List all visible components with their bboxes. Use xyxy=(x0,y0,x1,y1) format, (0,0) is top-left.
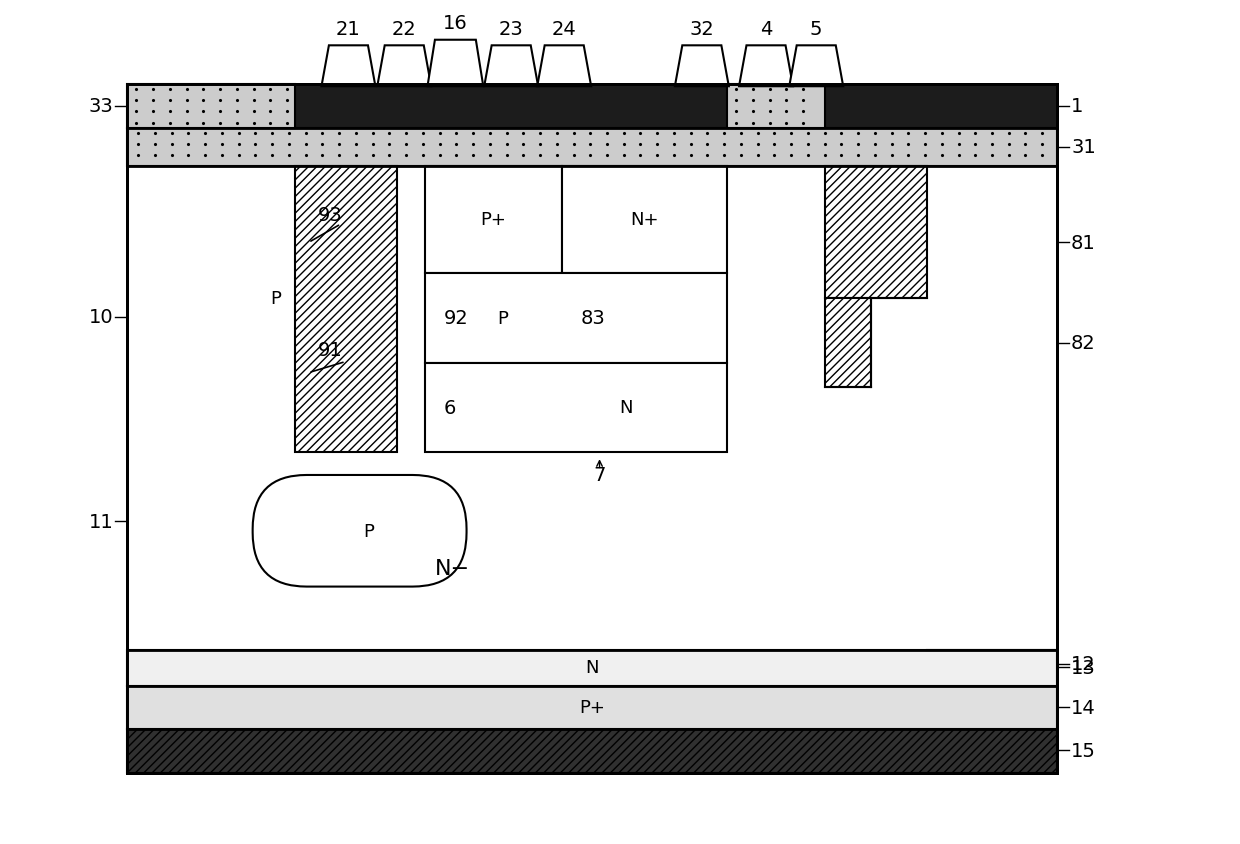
Text: N: N xyxy=(585,658,599,677)
Text: 93: 93 xyxy=(317,206,342,225)
Text: 82: 82 xyxy=(1071,334,1096,353)
Bar xyxy=(128,85,1056,129)
Text: 91: 91 xyxy=(317,340,342,360)
Bar xyxy=(563,167,727,273)
Text: 12: 12 xyxy=(1071,654,1096,674)
Bar xyxy=(825,299,870,387)
Text: 31: 31 xyxy=(1071,138,1096,157)
Bar xyxy=(128,729,1056,772)
Text: P: P xyxy=(270,290,281,308)
Bar xyxy=(424,167,563,273)
Text: 6: 6 xyxy=(444,398,455,417)
Bar xyxy=(128,686,1056,729)
Text: 10: 10 xyxy=(88,308,113,327)
Bar xyxy=(128,85,295,129)
Text: 5: 5 xyxy=(810,20,822,39)
Text: 92: 92 xyxy=(444,309,467,328)
Polygon shape xyxy=(739,46,794,87)
Text: P+: P+ xyxy=(481,211,506,229)
Bar xyxy=(128,85,1056,772)
Text: P: P xyxy=(497,310,508,327)
Polygon shape xyxy=(675,46,729,87)
Text: 11: 11 xyxy=(88,512,113,532)
Bar xyxy=(424,273,727,364)
Text: 4: 4 xyxy=(760,20,773,39)
Text: 1: 1 xyxy=(1071,97,1084,116)
Polygon shape xyxy=(377,46,432,87)
Polygon shape xyxy=(537,46,591,87)
Text: 13: 13 xyxy=(1071,658,1096,677)
Text: 33: 33 xyxy=(88,97,113,116)
Polygon shape xyxy=(428,41,484,87)
Text: 16: 16 xyxy=(443,14,467,33)
Text: 15: 15 xyxy=(1071,741,1096,760)
Polygon shape xyxy=(484,46,538,87)
Text: 21: 21 xyxy=(336,20,361,39)
Bar xyxy=(128,85,1056,772)
Text: P: P xyxy=(363,522,374,540)
Text: 7: 7 xyxy=(594,466,605,485)
Bar xyxy=(128,85,1056,772)
Polygon shape xyxy=(789,46,843,87)
Text: 22: 22 xyxy=(392,20,417,39)
Bar xyxy=(825,167,928,299)
Text: N: N xyxy=(619,398,632,417)
Text: 24: 24 xyxy=(552,20,577,39)
Text: 23: 23 xyxy=(498,20,523,39)
Text: N+: N+ xyxy=(630,211,658,229)
Bar xyxy=(295,167,397,452)
Polygon shape xyxy=(321,46,376,87)
Text: 32: 32 xyxy=(689,20,714,39)
Text: 83: 83 xyxy=(580,309,605,328)
Bar xyxy=(128,129,1056,167)
Bar xyxy=(424,364,727,452)
Bar xyxy=(727,85,825,129)
FancyBboxPatch shape xyxy=(253,475,466,587)
Text: 14: 14 xyxy=(1071,698,1096,717)
Text: N−: N− xyxy=(435,559,470,578)
Text: 81: 81 xyxy=(1071,234,1096,252)
Text: P+: P+ xyxy=(579,699,605,717)
Bar xyxy=(128,650,1056,686)
